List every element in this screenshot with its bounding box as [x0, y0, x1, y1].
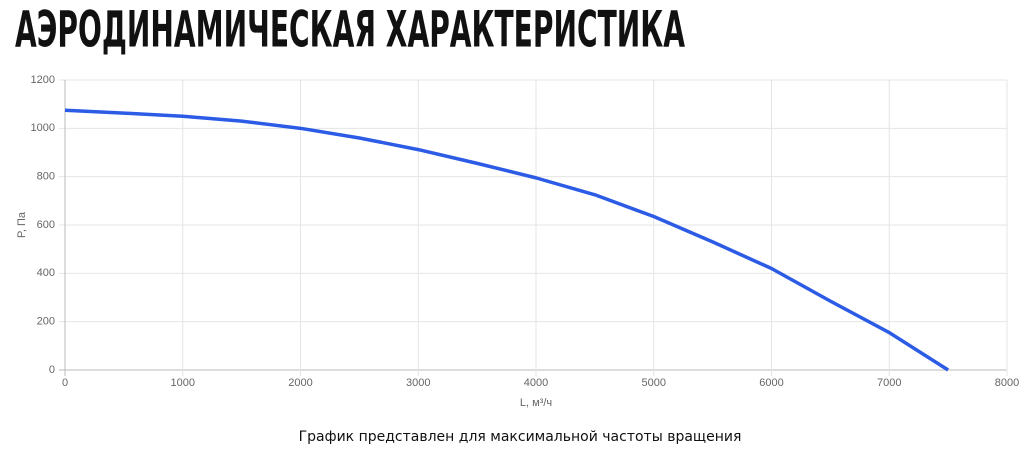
- y-tick-label: 400: [37, 267, 55, 279]
- chart-note: График представлен для максимальной част…: [299, 429, 742, 445]
- y-tick-label: 0: [49, 364, 55, 376]
- x-tick-label: 8000: [995, 377, 1019, 389]
- y-tick-label: 1000: [31, 122, 55, 134]
- x-tick-label: 1000: [171, 377, 195, 389]
- data-line: [64, 108, 950, 372]
- x-tick-label: 3000: [406, 377, 430, 389]
- x-tick-label: 6000: [759, 377, 783, 389]
- y-tick-label: 800: [37, 171, 55, 183]
- chart-title: АЭРОДИНАМИЧЕСКАЯ ХАРАКТЕРИСТИКА: [15, 1, 685, 59]
- x-tick-label: 5000: [642, 377, 666, 389]
- x-axis-label: L, м³/ч: [520, 397, 552, 409]
- x-tick-label: 0: [62, 377, 68, 389]
- y-tick-label: 1200: [31, 74, 55, 86]
- y-tick-label: 200: [37, 316, 55, 328]
- x-tick-label: 2000: [288, 377, 312, 389]
- x-tick-label: 4000: [524, 377, 548, 389]
- y-axis-label: P, Па: [16, 211, 28, 238]
- y-tick-label: 600: [37, 219, 55, 231]
- x-tick-label: 7000: [877, 377, 901, 389]
